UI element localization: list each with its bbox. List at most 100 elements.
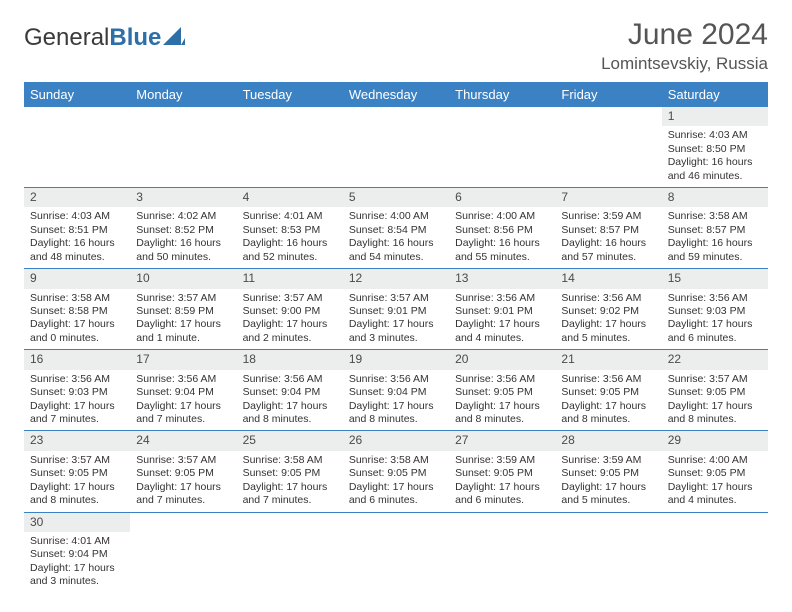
- daylight-line: Daylight: 17 hours and 8 minutes.: [455, 400, 549, 427]
- calendar-cell: 16Sunrise: 3:56 AMSunset: 9:03 PMDayligh…: [24, 350, 130, 431]
- day-number: 18: [237, 350, 343, 369]
- calendar-row: 16Sunrise: 3:56 AMSunset: 9:03 PMDayligh…: [24, 350, 768, 431]
- daylight-line: Daylight: 17 hours and 7 minutes.: [136, 400, 230, 427]
- sunset-line: Sunset: 9:04 PM: [30, 548, 124, 561]
- calendar-cell: [130, 107, 236, 188]
- calendar-cell: 19Sunrise: 3:56 AMSunset: 9:04 PMDayligh…: [343, 350, 449, 431]
- day-number: 26: [343, 431, 449, 450]
- day-number: 29: [662, 431, 768, 450]
- sunset-line: Sunset: 9:05 PM: [455, 467, 549, 480]
- day-number: 15: [662, 269, 768, 288]
- day-number: 1: [662, 107, 768, 126]
- daylight-line: Daylight: 17 hours and 8 minutes.: [349, 400, 443, 427]
- sunrise-line: Sunrise: 3:57 AM: [136, 292, 230, 305]
- sunset-line: Sunset: 9:05 PM: [668, 386, 762, 399]
- calendar-cell: 30Sunrise: 4:01 AMSunset: 9:04 PMDayligh…: [24, 512, 130, 593]
- sunrise-line: Sunrise: 3:56 AM: [243, 373, 337, 386]
- day-body: Sunrise: 3:57 AMSunset: 8:59 PMDaylight:…: [130, 289, 236, 350]
- calendar-cell: [343, 107, 449, 188]
- daylight-line: Daylight: 16 hours and 54 minutes.: [349, 237, 443, 264]
- title-block: June 2024 Lomintsevskiy, Russia: [601, 18, 768, 74]
- day-number: 13: [449, 269, 555, 288]
- month-title: June 2024: [601, 18, 768, 52]
- calendar-cell: 17Sunrise: 3:56 AMSunset: 9:04 PMDayligh…: [130, 350, 236, 431]
- daylight-line: Daylight: 16 hours and 52 minutes.: [243, 237, 337, 264]
- day-body: Sunrise: 3:58 AMSunset: 8:57 PMDaylight:…: [662, 207, 768, 268]
- sunset-line: Sunset: 9:05 PM: [561, 467, 655, 480]
- day-body: Sunrise: 3:58 AMSunset: 8:58 PMDaylight:…: [24, 289, 130, 350]
- daylight-line: Daylight: 17 hours and 3 minutes.: [30, 562, 124, 589]
- day-number: 25: [237, 431, 343, 450]
- sunrise-line: Sunrise: 3:59 AM: [561, 454, 655, 467]
- calendar-table: Sunday Monday Tuesday Wednesday Thursday…: [24, 82, 768, 593]
- daylight-line: Daylight: 17 hours and 8 minutes.: [668, 400, 762, 427]
- weekday-header: Thursday: [449, 82, 555, 107]
- daylight-line: Daylight: 17 hours and 5 minutes.: [561, 481, 655, 508]
- sunset-line: Sunset: 8:50 PM: [668, 143, 762, 156]
- sunset-line: Sunset: 8:57 PM: [668, 224, 762, 237]
- day-body: Sunrise: 3:56 AMSunset: 9:05 PMDaylight:…: [555, 370, 661, 431]
- sunrise-line: Sunrise: 3:56 AM: [455, 373, 549, 386]
- sunset-line: Sunset: 9:05 PM: [455, 386, 549, 399]
- sunset-line: Sunset: 9:01 PM: [455, 305, 549, 318]
- calendar-cell: 2Sunrise: 4:03 AMSunset: 8:51 PMDaylight…: [24, 188, 130, 269]
- sunrise-line: Sunrise: 3:57 AM: [668, 373, 762, 386]
- sunrise-line: Sunrise: 3:57 AM: [30, 454, 124, 467]
- day-body: Sunrise: 4:03 AMSunset: 8:51 PMDaylight:…: [24, 207, 130, 268]
- calendar-cell: 21Sunrise: 3:56 AMSunset: 9:05 PMDayligh…: [555, 350, 661, 431]
- day-number: 28: [555, 431, 661, 450]
- sunset-line: Sunset: 8:51 PM: [30, 224, 124, 237]
- day-number: 3: [130, 188, 236, 207]
- day-number: 10: [130, 269, 236, 288]
- sunset-line: Sunset: 9:04 PM: [136, 386, 230, 399]
- day-number: 16: [24, 350, 130, 369]
- sunset-line: Sunset: 9:05 PM: [668, 467, 762, 480]
- day-body: Sunrise: 3:56 AMSunset: 9:04 PMDaylight:…: [343, 370, 449, 431]
- sunset-line: Sunset: 9:04 PM: [243, 386, 337, 399]
- sunrise-line: Sunrise: 3:58 AM: [243, 454, 337, 467]
- day-body: Sunrise: 3:59 AMSunset: 8:57 PMDaylight:…: [555, 207, 661, 268]
- calendar-cell: 20 Sunrise: 3:56 AMSunset: 9:05 PMDayligh…: [449, 350, 555, 431]
- calendar-cell: 25Sunrise: 3:58 AMSunset: 9:05 PMDayligh…: [237, 431, 343, 512]
- calendar-cell: 9Sunrise: 3:58 AMSunset: 8:58 PMDaylight…: [24, 269, 130, 350]
- sunrise-line: Sunrise: 3:58 AM: [30, 292, 124, 305]
- calendar-cell: [237, 107, 343, 188]
- calendar-cell: [555, 512, 661, 593]
- calendar-cell: 11Sunrise: 3:57 AMSunset: 9:00 PMDayligh…: [237, 269, 343, 350]
- day-number: 9: [24, 269, 130, 288]
- weekday-header: Sunday: [24, 82, 130, 107]
- daylight-line: Daylight: 16 hours and 46 minutes.: [668, 156, 762, 183]
- daylight-line: Daylight: 16 hours and 59 minutes.: [668, 237, 762, 264]
- daylight-line: Daylight: 17 hours and 6 minutes.: [349, 481, 443, 508]
- day-number: 8: [662, 188, 768, 207]
- day-number: 17: [130, 350, 236, 369]
- day-number: 23: [24, 431, 130, 450]
- calendar-body: 1Sunrise: 4:03 AMSunset: 8:50 PMDaylight…: [24, 107, 768, 593]
- weekday-header: Monday: [130, 82, 236, 107]
- sunrise-line: Sunrise: 3:57 AM: [136, 454, 230, 467]
- sunrise-line: Sunrise: 4:00 AM: [349, 210, 443, 223]
- sunrise-line: Sunrise: 4:01 AM: [243, 210, 337, 223]
- day-body: Sunrise: 3:56 AMSunset: 9:03 PMDaylight:…: [24, 370, 130, 431]
- sunset-line: Sunset: 9:03 PM: [30, 386, 124, 399]
- day-number: 21: [555, 350, 661, 369]
- daylight-line: Daylight: 17 hours and 5 minutes.: [561, 318, 655, 345]
- day-number: 20: [449, 350, 555, 369]
- sunrise-line: Sunrise: 4:00 AM: [668, 454, 762, 467]
- sunset-line: Sunset: 9:05 PM: [30, 467, 124, 480]
- sunset-line: Sunset: 9:04 PM: [349, 386, 443, 399]
- day-body: Sunrise: 3:56 AMSunset: 9:01 PMDaylight:…: [449, 289, 555, 350]
- day-number: 11: [237, 269, 343, 288]
- calendar-cell: 13Sunrise: 3:56 AMSunset: 9:01 PMDayligh…: [449, 269, 555, 350]
- brand-logo: GeneralBlue: [24, 18, 185, 52]
- day-body: Sunrise: 3:56 AMSunset: 9:04 PMDaylight:…: [237, 370, 343, 431]
- sunrise-line: Sunrise: 4:03 AM: [668, 129, 762, 142]
- calendar-cell: 5Sunrise: 4:00 AMSunset: 8:54 PMDaylight…: [343, 188, 449, 269]
- calendar-cell: 15Sunrise: 3:56 AMSunset: 9:03 PMDayligh…: [662, 269, 768, 350]
- day-number: 19: [343, 350, 449, 369]
- sunset-line: Sunset: 9:02 PM: [561, 305, 655, 318]
- day-body: Sunrise: 4:01 AMSunset: 8:53 PMDaylight:…: [237, 207, 343, 268]
- daylight-line: Daylight: 17 hours and 8 minutes.: [30, 481, 124, 508]
- sunset-line: Sunset: 9:00 PM: [243, 305, 337, 318]
- sunrise-line: Sunrise: 3:59 AM: [561, 210, 655, 223]
